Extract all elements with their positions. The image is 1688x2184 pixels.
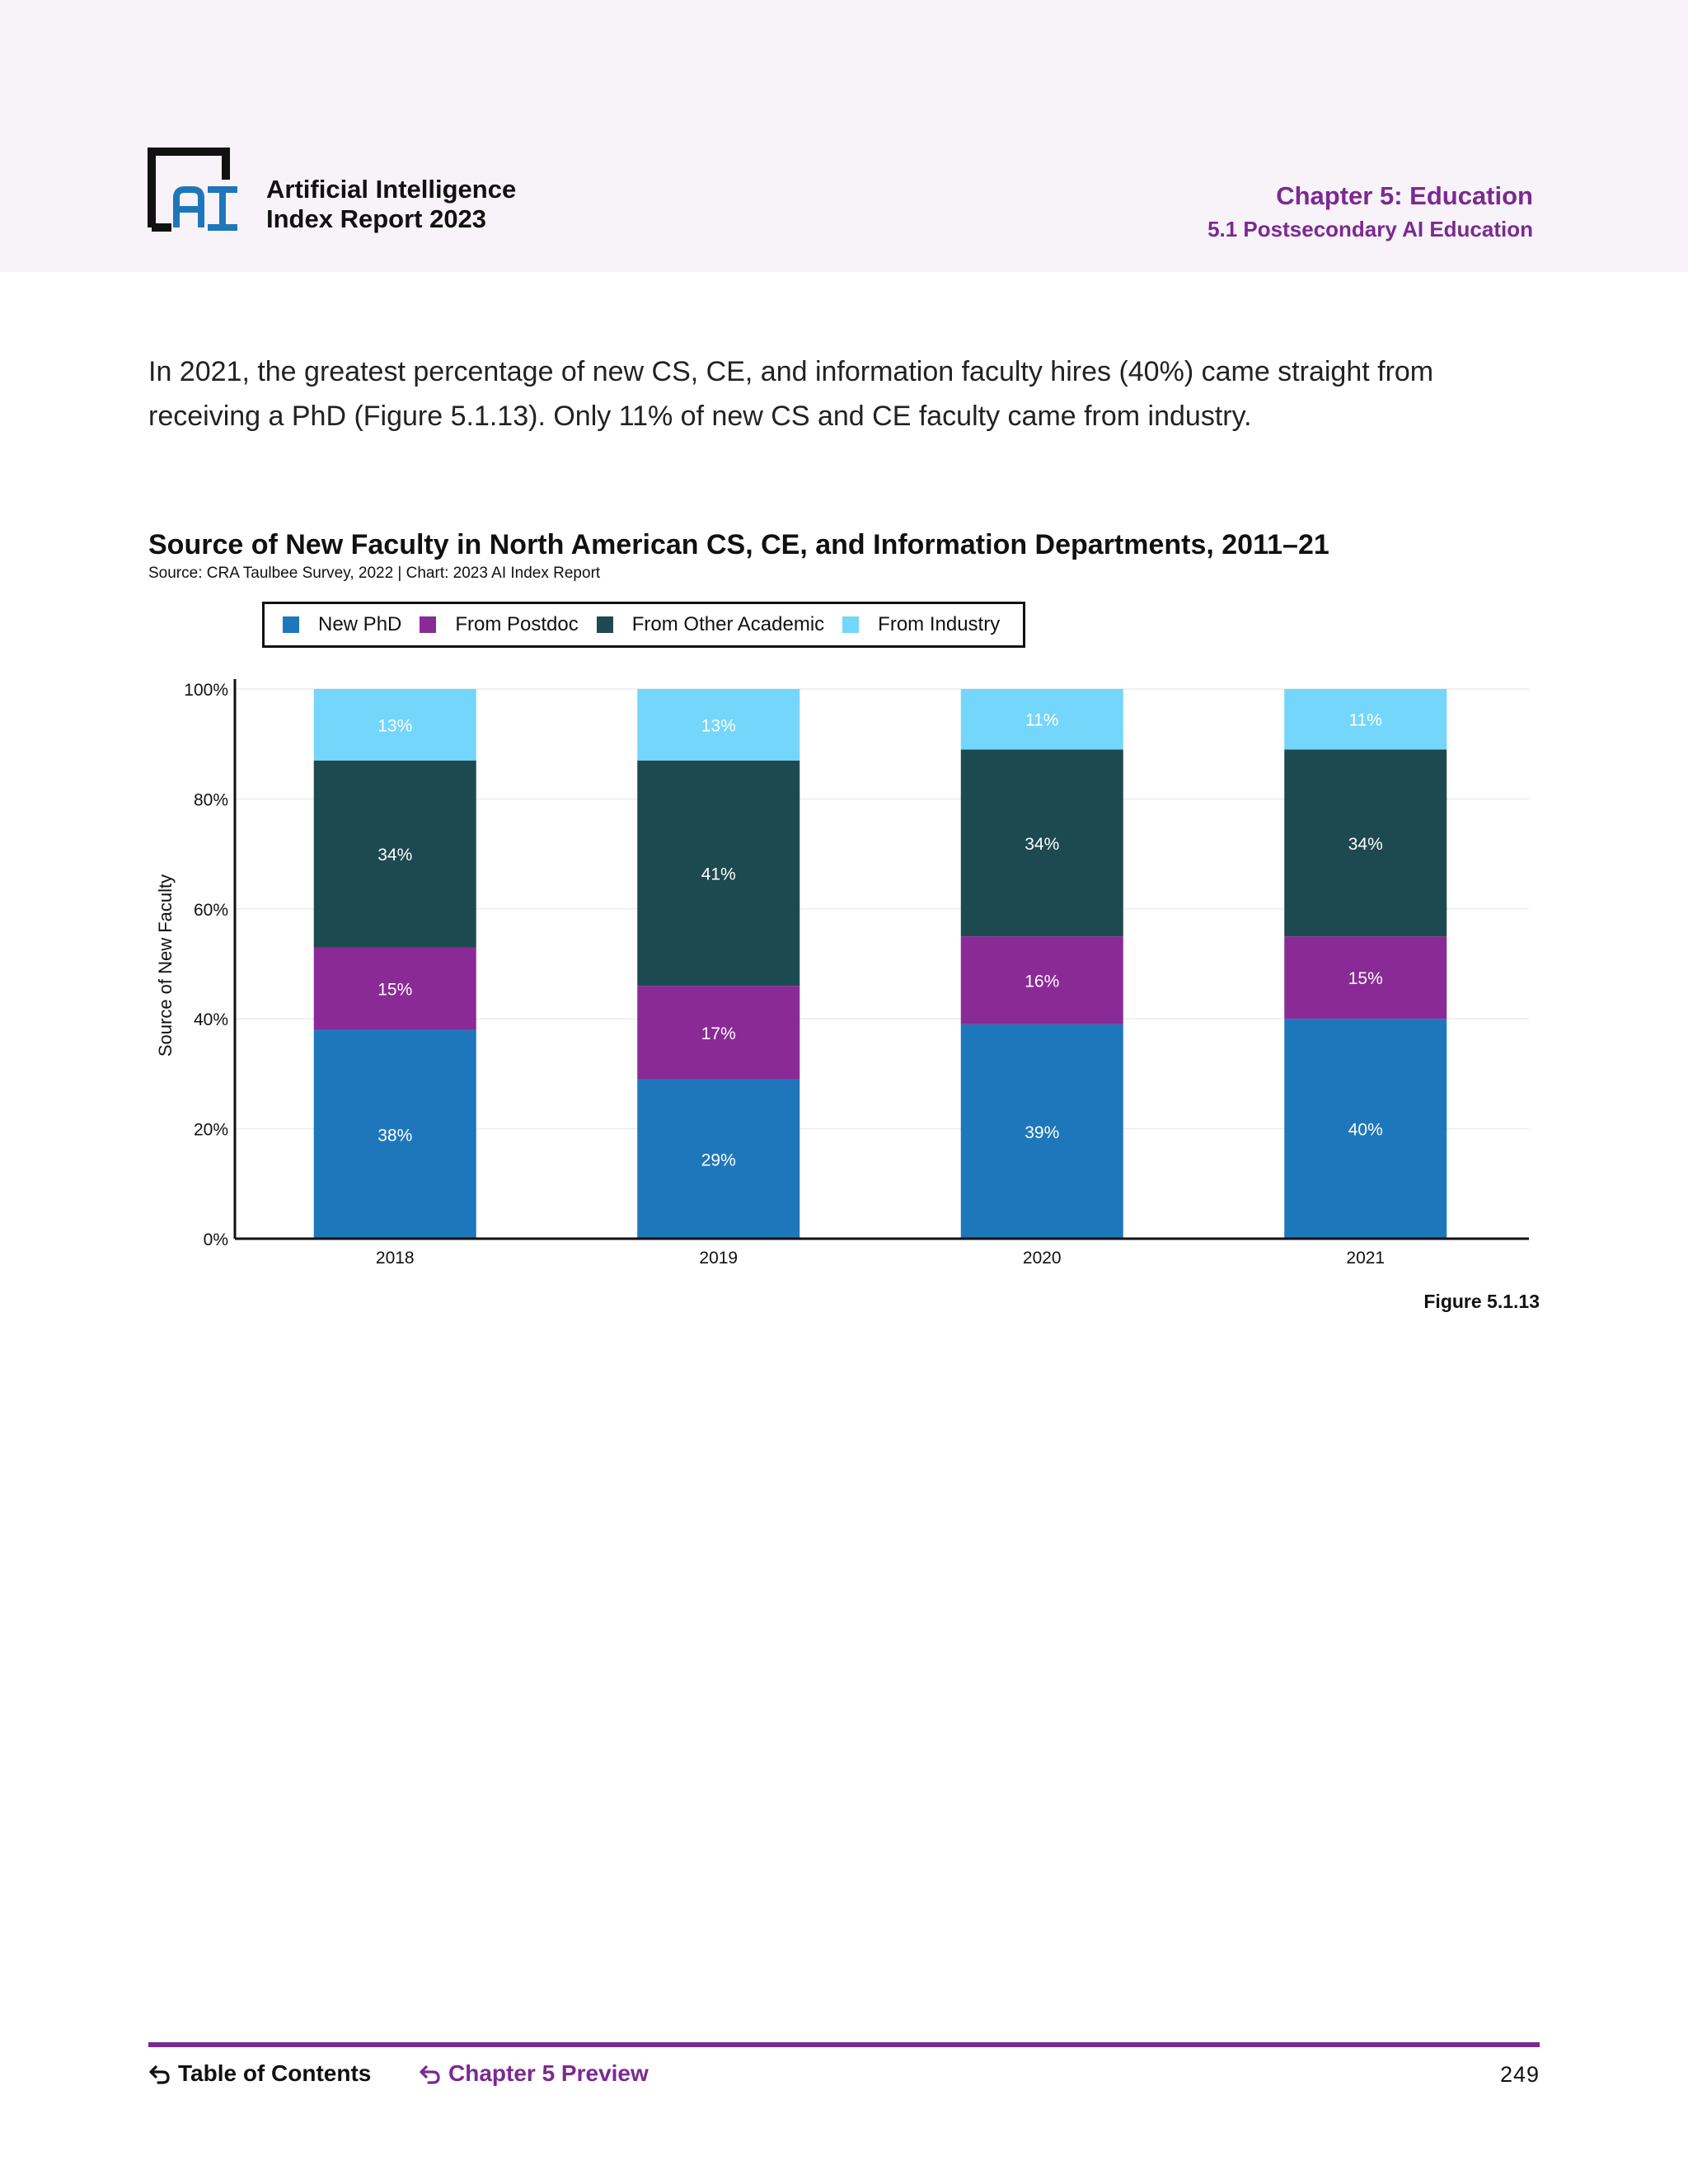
footer-rule bbox=[148, 2042, 1540, 2047]
table-of-contents-label: Table of Contents bbox=[178, 2060, 372, 2086]
bar-segment bbox=[313, 760, 476, 948]
page-header bbox=[0, 0, 1688, 272]
data-label: 39% bbox=[1025, 1123, 1059, 1142]
intro-paragraph: In 2021, the greatest percentage of new … bbox=[148, 356, 1434, 432]
legend-label-from-postdoc: From Postdoc bbox=[455, 613, 579, 635]
stacked-bar-chart: 0% 20% 40% 60% 80% 100% Source of New Faculty 3… bbox=[155, 679, 1529, 1268]
page-number: 249 bbox=[1499, 2062, 1540, 2087]
legend-swatch-new-phd bbox=[283, 616, 299, 633]
bar-segment bbox=[960, 749, 1123, 937]
data-label: 16% bbox=[1025, 972, 1059, 991]
return-arrow-icon bbox=[149, 2065, 170, 2084]
chart-title: Source of New Faculty in North American … bbox=[148, 529, 1329, 560]
y-tick-label: 80% bbox=[194, 790, 228, 809]
data-label: 15% bbox=[377, 981, 412, 1000]
x-tick-label: 2019 bbox=[699, 1249, 738, 1268]
bar-segment bbox=[313, 947, 476, 1030]
x-tick-label: 2020 bbox=[1023, 1249, 1062, 1268]
data-label: 41% bbox=[701, 865, 736, 883]
y-axis-label: Source of New Faculty bbox=[155, 874, 176, 1057]
data-label: 34% bbox=[1025, 835, 1059, 854]
legend-label-from-other-academic: From Other Academic bbox=[631, 613, 825, 635]
section-title[interactable]: 5.1 Postsecondary AI Education bbox=[1207, 217, 1533, 241]
x-tick-label: 2021 bbox=[1346, 1249, 1385, 1268]
data-label: 13% bbox=[701, 716, 736, 735]
bar-segment bbox=[637, 689, 800, 761]
data-label: 15% bbox=[1348, 969, 1383, 988]
bar-segment bbox=[637, 760, 800, 987]
bar-segment bbox=[637, 1079, 800, 1239]
bar-segment bbox=[960, 1024, 1123, 1239]
data-label: 17% bbox=[701, 1024, 736, 1043]
bar-segment bbox=[637, 986, 800, 1080]
chapter-title[interactable]: Chapter 5: Education bbox=[1276, 181, 1533, 210]
data-label: 11% bbox=[1349, 711, 1382, 730]
legend-swatch-from-industry bbox=[842, 616, 860, 633]
report-title: Artificial Intelligence Index Report 202… bbox=[266, 175, 516, 234]
bar-segment bbox=[1284, 689, 1447, 750]
legend-swatch-from-postdoc bbox=[420, 616, 437, 633]
chart-legend: New PhD From Postdoc From Other Academic… bbox=[262, 602, 1025, 648]
legend-item-from-industry: From Industry bbox=[824, 613, 1000, 636]
report-title-line1: Artificial Intelligence bbox=[266, 175, 517, 204]
data-label: 38% bbox=[377, 1126, 412, 1145]
data-label: 34% bbox=[1348, 835, 1383, 854]
ai-index-logo-icon bbox=[148, 148, 237, 232]
chapter-block: Chapter 5: Education 5.1 Postsecondary A… bbox=[1207, 181, 1533, 244]
legend-swatch-from-other-academic bbox=[596, 616, 613, 633]
bar-segment bbox=[1284, 1019, 1447, 1239]
y-tick-label: 40% bbox=[194, 1010, 228, 1029]
bar-segment bbox=[313, 1029, 476, 1239]
data-label: 29% bbox=[701, 1151, 736, 1169]
report-title-line2: Index Report 2023 bbox=[266, 204, 487, 233]
table-of-contents-link[interactable]: Table of Contents bbox=[148, 2060, 371, 2087]
x-tick-label: 2018 bbox=[376, 1249, 415, 1268]
figure-label: Figure 5.1.13 bbox=[1423, 1291, 1540, 1312]
y-tick-label: 60% bbox=[194, 901, 228, 920]
legend-item-from-other-academic: From Other Academic bbox=[579, 613, 824, 636]
bar-segment bbox=[313, 689, 476, 761]
bar-segment bbox=[1284, 936, 1447, 1019]
legend-item-from-postdoc: From Postdoc bbox=[401, 613, 579, 636]
data-label: 34% bbox=[377, 846, 412, 865]
y-tick-label: 0% bbox=[204, 1230, 228, 1249]
bar-segment bbox=[960, 936, 1123, 1024]
y-tick-label: 20% bbox=[194, 1121, 228, 1140]
return-arrow-icon bbox=[420, 2065, 440, 2084]
chart-source: Source: CRA Taulbee Survey, 2022 | Chart… bbox=[148, 565, 601, 582]
legend-label-new-phd: New PhD bbox=[318, 613, 402, 635]
bar-segment bbox=[960, 689, 1123, 750]
data-label: 13% bbox=[377, 716, 412, 735]
bar-segment bbox=[1284, 749, 1447, 937]
data-label: 11% bbox=[1025, 711, 1058, 730]
legend-label-from-industry: From Industry bbox=[878, 613, 1001, 635]
legend-item-new-phd: New PhD bbox=[265, 613, 401, 636]
y-tick-label: 100% bbox=[184, 681, 228, 700]
data-label: 40% bbox=[1348, 1121, 1383, 1140]
chapter-preview-link[interactable]: Chapter 5 Preview bbox=[419, 2060, 649, 2087]
chapter-preview-label: Chapter 5 Preview bbox=[448, 2060, 649, 2086]
